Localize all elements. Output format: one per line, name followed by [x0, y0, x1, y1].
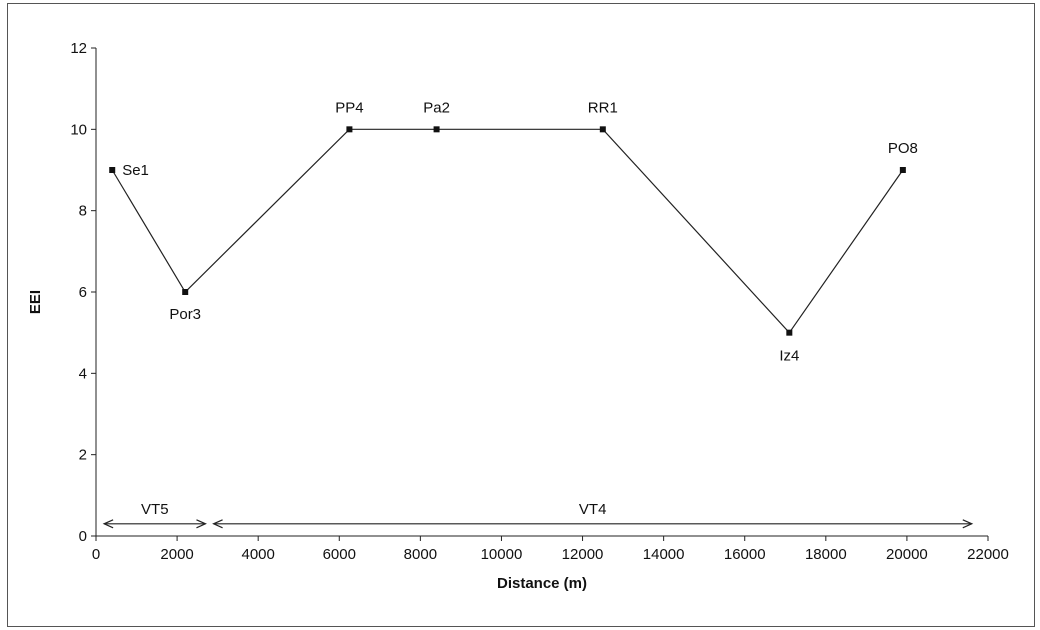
y-tick-label: 6: [79, 284, 87, 301]
range-annotations: VT5 VT4: [102, 501, 974, 529]
x-tick-label: 10000: [481, 546, 523, 563]
data-point-label: Iz4: [779, 348, 799, 365]
series-line: [111, 128, 904, 334]
data-point-label: Pa2: [423, 99, 450, 116]
data-point-label: Por3: [169, 306, 201, 323]
data-point-label: PO8: [888, 140, 918, 157]
x-tick-label: 22000: [967, 546, 1009, 563]
data-point-marker: [899, 167, 906, 173]
data-point-label: PP4: [335, 99, 363, 116]
data-point-marker: [109, 167, 116, 173]
y-tick-label: 12: [70, 40, 87, 57]
data-point-label: Se1: [122, 162, 149, 179]
x-tick-label: 4000: [241, 546, 274, 563]
data-point-marker: [346, 126, 353, 133]
x-tick-label: 0: [92, 546, 100, 563]
y-tick-label: 2: [79, 447, 87, 464]
x-axis-title: Distance (m): [497, 575, 587, 592]
x-tick-label: 16000: [724, 546, 766, 563]
x-tick-label: 6000: [323, 546, 356, 563]
range-arrowhead-right: [196, 519, 207, 529]
y-axis-title: EEI: [27, 290, 44, 314]
data-point-marker: [786, 329, 793, 336]
data-series: [109, 126, 906, 336]
x-tick-label: 2000: [160, 546, 193, 563]
axes: 0 2 4 6 8 10 12 0 2000 4000 6000 8000 10000 12000 1400…: [70, 40, 1009, 563]
range-arrowhead-left: [102, 519, 114, 529]
y-tick-label: 4: [79, 365, 87, 382]
y-tick-label: 8: [79, 203, 87, 220]
chart-frame: 0 2 4 6 8 10 12 0 2000 4000 6000 8000 10000 12000 1400…: [7, 3, 1035, 627]
range-arrowhead-right: [962, 519, 974, 529]
x-tick-label: 14000: [643, 546, 685, 563]
x-tick-label: 20000: [886, 546, 928, 563]
data-point-label: RR1: [588, 99, 618, 116]
data-point-marker: [433, 126, 440, 133]
data-point-marker: [182, 289, 189, 295]
point-labels: Se1 Por3 PP4 Pa2 RR1 Iz4 PO8: [122, 99, 918, 364]
x-tick-label: 12000: [562, 546, 604, 563]
data-point-marker: [599, 126, 606, 133]
range-arrowhead-left: [212, 519, 223, 529]
x-tick-label: 8000: [404, 546, 437, 563]
line-chart: 0 2 4 6 8 10 12 0 2000 4000 6000 8000 10000 12000 1400…: [27, 40, 1009, 592]
y-tick-label: 0: [79, 528, 87, 545]
y-tick-label: 10: [70, 121, 87, 138]
x-tick-label: 18000: [805, 546, 847, 563]
range-label: VT5: [141, 501, 169, 518]
range-label: VT4: [579, 501, 607, 518]
